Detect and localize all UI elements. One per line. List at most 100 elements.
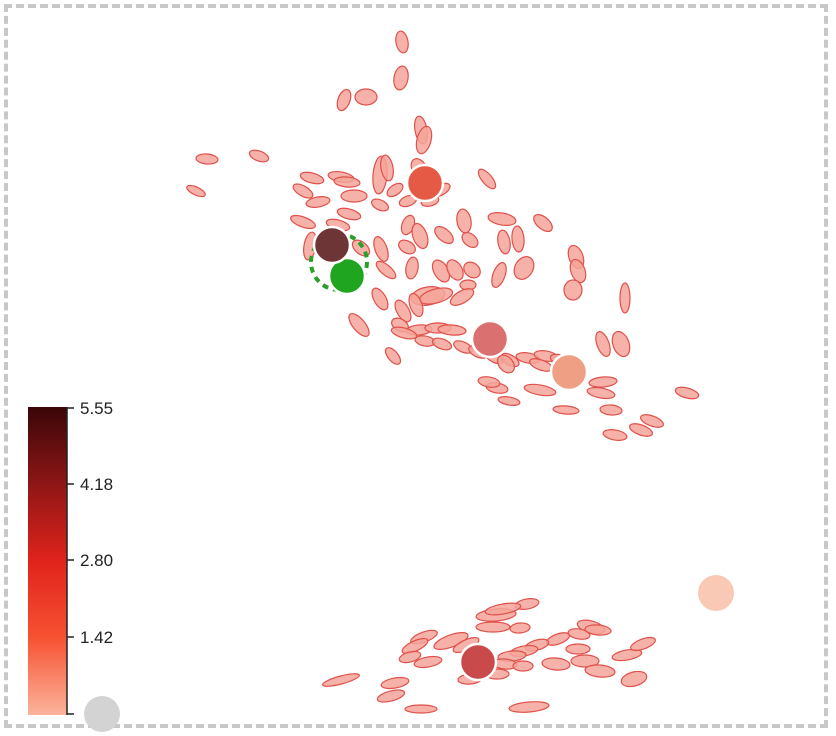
ellipse-glyph — [336, 207, 362, 221]
selection-ring — [309, 232, 369, 292]
ellipse-glyph — [413, 655, 443, 669]
ellipse-glyph — [354, 88, 378, 106]
ellipse-glyph — [620, 670, 648, 688]
ellipse-glyph — [373, 236, 389, 262]
ellipse-glyph — [484, 602, 522, 616]
ellipse-glyph — [567, 628, 591, 640]
ellipse-glyph — [404, 704, 438, 714]
ellipse-glyph — [491, 262, 507, 288]
ellipse-glyph — [195, 153, 219, 165]
ellipse-glyph — [611, 330, 631, 358]
ellipse-glyph — [674, 386, 700, 400]
ellipse-glyph — [370, 198, 390, 212]
ellipse-glyph — [586, 386, 616, 400]
ellipse-glyph — [639, 414, 665, 428]
ellipse-glyph — [375, 260, 397, 280]
ellipse-glyph — [533, 213, 553, 233]
ellipse-glyph — [333, 176, 361, 188]
ellipse-glyph — [599, 404, 623, 416]
marker-far-right[interactable] — [698, 575, 734, 611]
ellipse-glyph — [186, 184, 206, 198]
color-legend-label-1: 1.42 — [80, 628, 113, 647]
ellipse-glyph — [376, 689, 406, 703]
ellipse-glyph — [398, 239, 416, 255]
ellipse-glyph — [628, 423, 654, 437]
ellipse-glyph — [322, 673, 360, 687]
ellipse-glyph — [595, 331, 611, 357]
marker-bottom[interactable] — [458, 642, 498, 682]
color-legend-label-3: 2.80 — [80, 551, 113, 570]
ellipse-glyph — [434, 225, 454, 245]
ellipse-glyph — [290, 214, 316, 230]
ellipse-glyph — [380, 154, 394, 182]
ellipse-glyph — [336, 88, 352, 112]
ellipse-glyph — [401, 637, 429, 655]
marker-dark-selected[interactable] — [312, 225, 352, 265]
ellipse-glyph — [619, 282, 631, 314]
ellipse-glyph — [248, 149, 270, 163]
ellipse-glyph — [477, 168, 497, 190]
ellipse-glyph — [630, 636, 656, 652]
ellipse-glyph — [456, 208, 472, 234]
ellipse-glyph — [384, 347, 402, 365]
ellipse-glyph — [390, 326, 418, 340]
map-frame — [4, 4, 828, 728]
ellipse-glyph — [523, 383, 557, 397]
ellipse-glyph — [588, 376, 618, 388]
ellipse-glyph — [584, 624, 612, 636]
ellipse-glyph — [292, 183, 314, 199]
ellipse-glyph — [508, 701, 550, 713]
color-legend: 5.55 4.18 2.80 1.42 — [28, 399, 113, 715]
ellipse-glyph — [411, 222, 429, 250]
marker-green[interactable] — [327, 256, 367, 296]
ellipse-glyph — [513, 256, 535, 280]
ellipse-glyph — [380, 676, 410, 690]
ellipse-glyph — [602, 429, 628, 441]
ellipse-glyph — [569, 258, 587, 284]
ellipse-glyph — [461, 232, 479, 248]
ellipse-glyph — [584, 664, 616, 678]
ellipse-glyph — [570, 654, 600, 668]
color-legend-label-max: 5.55 — [80, 399, 113, 418]
ellipse-glyph — [437, 324, 467, 336]
ellipse-glyph — [340, 189, 368, 203]
ellipse-glyph — [497, 229, 511, 255]
ellipse-glyph — [565, 643, 591, 655]
ellipse-glyph — [511, 225, 525, 253]
ellipse-glyph — [463, 261, 481, 279]
ellipse-glyph — [552, 405, 580, 415]
marker-middle[interactable] — [470, 319, 510, 359]
ellipse-glyph — [611, 648, 643, 662]
ellipse-glyph — [348, 313, 370, 337]
ellipse-glyph — [509, 622, 531, 634]
marker-right[interactable] — [549, 352, 589, 392]
ellipse-glyph — [449, 288, 475, 306]
ellipse-glyph — [394, 299, 412, 323]
ellipse-glyph — [305, 196, 331, 208]
color-legend-label-4: 4.18 — [80, 475, 113, 494]
ellipse-glyph — [299, 171, 325, 185]
marker-null[interactable] — [84, 696, 120, 732]
color-legend-bar — [28, 407, 67, 715]
ellipse-glyph — [371, 287, 389, 311]
ellipse-glyph — [475, 621, 511, 633]
ellipse-glyph — [415, 125, 433, 155]
ellipse-glyph — [497, 354, 515, 374]
ellipse-glyph-layer — [186, 30, 700, 714]
ellipse-glyph — [405, 256, 419, 280]
ellipse-glyph — [477, 376, 501, 388]
ellipse-glyph — [398, 650, 422, 664]
marker-layer[interactable] — [84, 163, 734, 732]
ellipse-glyph — [393, 65, 409, 91]
ellipse-glyph — [512, 660, 534, 672]
ellipse-glyph — [408, 292, 424, 318]
ellipse-glyph — [446, 259, 464, 281]
marker-top[interactable] — [405, 163, 445, 203]
ellipse-glyph — [541, 657, 571, 671]
ellipse-glyph — [433, 632, 469, 650]
ellipse-glyph — [487, 212, 517, 226]
ellipse-glyph — [497, 396, 521, 406]
ellipse-glyph — [563, 279, 583, 301]
ellipse-glyph — [545, 632, 571, 646]
